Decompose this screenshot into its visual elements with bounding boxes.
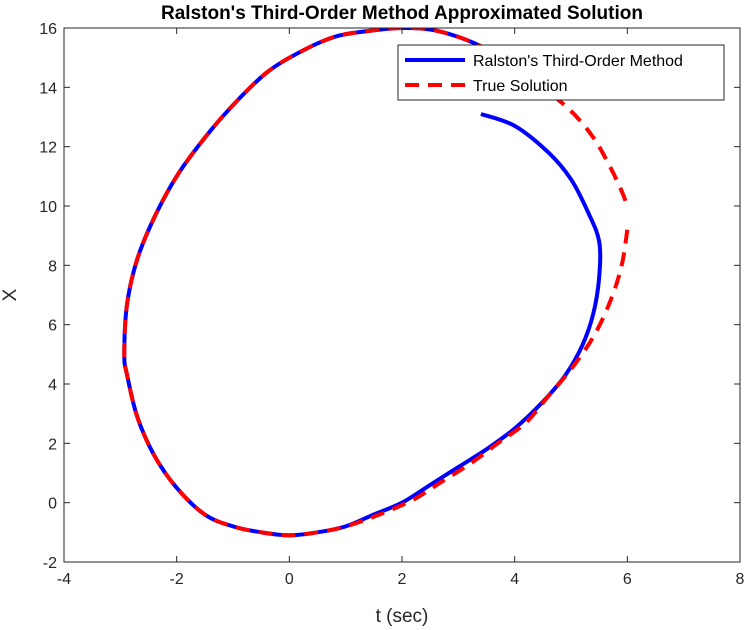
- x-axis-title: t (sec): [376, 606, 429, 627]
- x-tick-label: 0: [285, 571, 294, 588]
- plot-area: [64, 28, 740, 562]
- y-tick-label: 8: [48, 258, 57, 275]
- y-tick-label: 2: [48, 436, 57, 453]
- legend-label-true-solution: True Solution: [473, 78, 568, 95]
- legend: Ralston's Third-Order Method True Soluti…: [397, 44, 725, 101]
- y-tick-label: 4: [48, 377, 57, 394]
- x-tick-label: -4: [57, 571, 71, 588]
- legend-box: [397, 44, 725, 101]
- y-tick-label: -2: [43, 555, 57, 572]
- y-tick-label: 6: [48, 318, 57, 335]
- x-tick-label: 2: [398, 571, 407, 588]
- legend-label-ralston: Ralston's Third-Order Method: [473, 53, 683, 70]
- y-tick-label: 12: [39, 140, 57, 157]
- y-tick-label: 14: [39, 80, 57, 97]
- y-tick-label: 0: [48, 496, 57, 513]
- chart-title: Ralston's Third-Order Method Approximate…: [161, 3, 643, 24]
- y-tick-label: 10: [39, 199, 57, 216]
- y-axis-title: X: [0, 288, 21, 301]
- x-tick-label: 4: [510, 571, 519, 588]
- x-tick-label: 8: [736, 571, 745, 588]
- x-tick-label: 6: [623, 571, 632, 588]
- x-tick-label: -2: [170, 571, 184, 588]
- y-tick-label: 16: [39, 21, 57, 38]
